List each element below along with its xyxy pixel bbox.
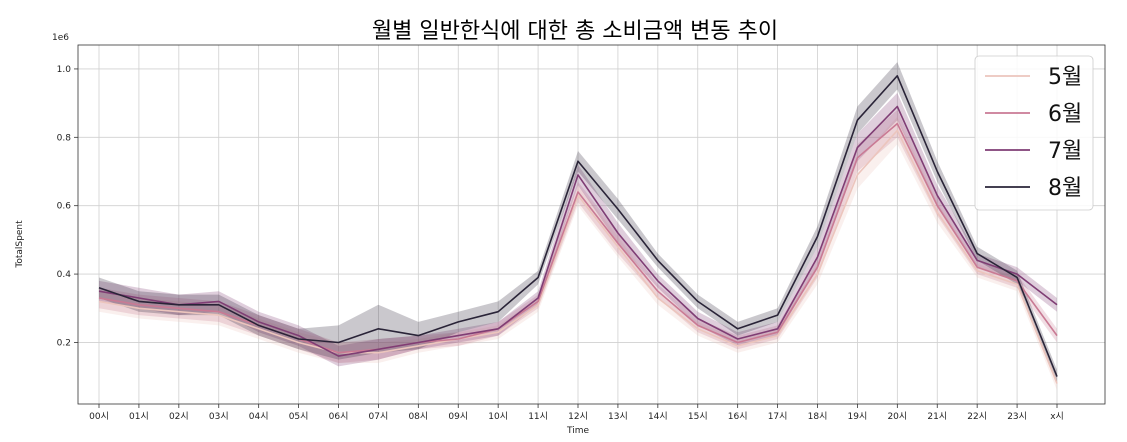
x-tick-label: 19시 (848, 411, 868, 422)
y-tick-label: 0.4 (57, 270, 72, 280)
x-tick-label: 10시 (488, 411, 508, 422)
x-tick-label: 04시 (249, 411, 269, 422)
x-tick-label: 03시 (209, 411, 229, 422)
x-tick-label: 15시 (688, 411, 708, 422)
x-tick-label: 22시 (967, 411, 987, 422)
x-tick-label: 21시 (927, 411, 947, 422)
legend: 5월 6월 7월 8월 (974, 55, 1094, 211)
y-tick-label: 0.6 (57, 202, 72, 212)
x-tick-label: 17시 (768, 411, 788, 422)
grid (78, 45, 1105, 404)
x-tick-label: 02시 (169, 411, 189, 422)
x-tick-label: 16시 (728, 411, 748, 422)
y-offset-text: 1e6 (52, 33, 69, 43)
x-tick-label: 18시 (808, 411, 828, 422)
plot-frame (77, 44, 1106, 405)
legend-label: 6월 (1048, 102, 1082, 127)
x-tick-label: 00시 (89, 411, 109, 422)
y-tick-label: 0.8 (57, 133, 72, 143)
series-line (98, 129, 1058, 384)
y-tick-labels: 0.2 0.4 0.6 0.8 1.0 (57, 65, 78, 348)
x-tick-label: 05시 (289, 411, 309, 422)
x-tick-label: 20시 (887, 411, 907, 422)
series-line (98, 75, 1058, 377)
y-tick-label: 1.0 (57, 65, 72, 75)
chart-title: 월별 일반한식에 대한 총 소비금액 변동 추이 (372, 19, 778, 44)
x-tick-label: 13시 (608, 411, 628, 422)
y-tick-label: 0.2 (57, 338, 71, 348)
x-tick-label: 12시 (568, 411, 588, 422)
x-tick-label: 08시 (408, 411, 428, 422)
x-tick-label: x시 (1050, 411, 1064, 422)
series-lines (98, 75, 1058, 384)
x-axis-label: Time (566, 426, 589, 436)
x-tick-label: 06시 (329, 411, 349, 422)
y-axis-label: TotalSpent (15, 220, 25, 269)
x-tick-label: 11시 (528, 411, 548, 422)
x-tick-label: 14시 (648, 411, 668, 422)
legend-label: 7월 (1048, 139, 1082, 164)
series-line (98, 105, 1058, 357)
legend-box (974, 55, 1094, 211)
x-tick-label: 09시 (448, 411, 468, 422)
x-tick-label: 01시 (129, 411, 149, 422)
legend-label: 8월 (1048, 176, 1082, 201)
x-tick-label: 23시 (1007, 411, 1027, 422)
legend-label: 5월 (1048, 65, 1082, 90)
x-tick-labels: 00시 01시 02시 03시 04시 05시 06시 07시 08시 09시 10시 11시 12시 1… (89, 404, 1064, 422)
x-tick-label: 07시 (369, 411, 389, 422)
